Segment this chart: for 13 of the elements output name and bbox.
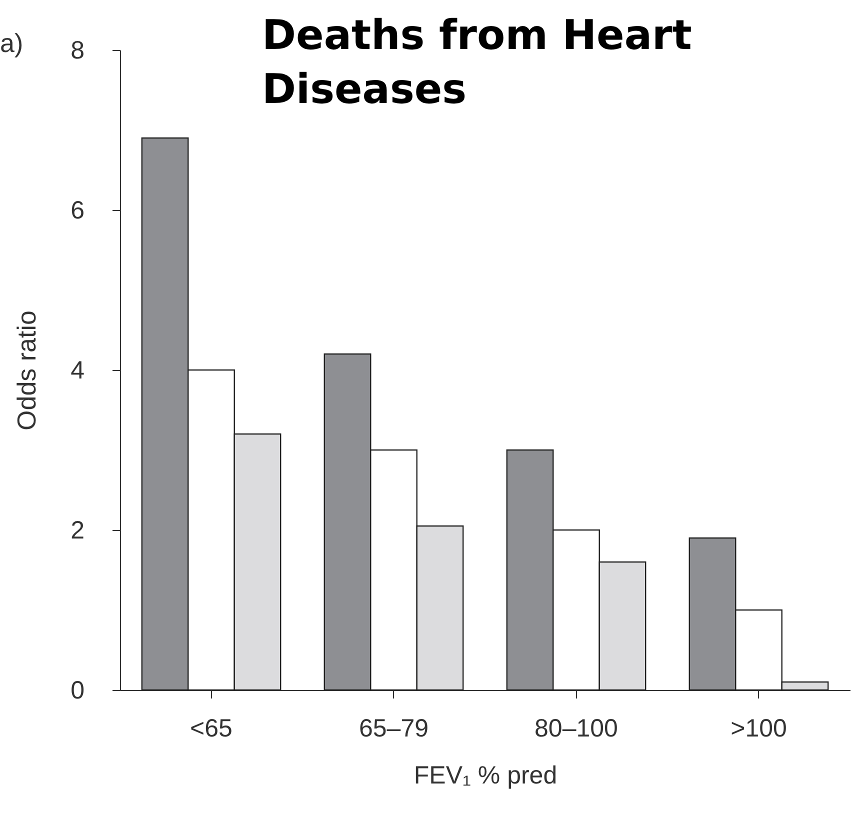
- x-tick-label: 80–100: [534, 714, 618, 742]
- y-axis-title: Odds ratio: [12, 310, 42, 430]
- text: a): [0, 28, 24, 59]
- x-tick-label: >100: [730, 714, 787, 742]
- chart-title: Deaths from Heart Diseases: [262, 10, 693, 115]
- y-tick-label: 2: [70, 516, 84, 544]
- y-tick-label: 0: [70, 676, 84, 704]
- x-axis-title: FEV₁ % pred: [414, 762, 558, 790]
- x-tick-label: <65: [190, 714, 232, 742]
- y-tick-label: 8: [70, 36, 84, 64]
- y-tick-label: 6: [70, 196, 84, 224]
- y-tick-label: 4: [70, 356, 85, 384]
- x-tick-label: 65–79: [358, 714, 429, 742]
